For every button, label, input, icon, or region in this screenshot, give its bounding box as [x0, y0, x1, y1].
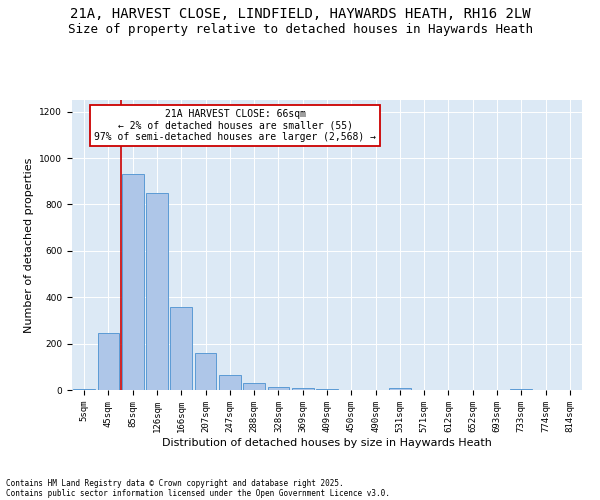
Bar — [146, 194, 168, 390]
Bar — [292, 388, 314, 390]
Bar — [316, 389, 338, 390]
Text: Size of property relative to detached houses in Haywards Heath: Size of property relative to detached ho… — [67, 22, 533, 36]
Text: Contains HM Land Registry data © Crown copyright and database right 2025.: Contains HM Land Registry data © Crown c… — [6, 478, 344, 488]
Bar — [122, 174, 143, 390]
Bar — [243, 383, 265, 390]
Text: 21A HARVEST CLOSE: 66sqm
← 2% of detached houses are smaller (55)
97% of semi-de: 21A HARVEST CLOSE: 66sqm ← 2% of detache… — [94, 108, 376, 142]
Bar — [219, 375, 241, 390]
Bar — [194, 354, 217, 390]
Y-axis label: Number of detached properties: Number of detached properties — [24, 158, 34, 332]
Bar — [389, 388, 411, 390]
Bar — [268, 386, 289, 390]
Text: 21A, HARVEST CLOSE, LINDFIELD, HAYWARDS HEATH, RH16 2LW: 21A, HARVEST CLOSE, LINDFIELD, HAYWARDS … — [70, 8, 530, 22]
Text: Contains public sector information licensed under the Open Government Licence v3: Contains public sector information licen… — [6, 488, 390, 498]
Bar — [511, 389, 532, 390]
X-axis label: Distribution of detached houses by size in Haywards Heath: Distribution of detached houses by size … — [162, 438, 492, 448]
Bar — [97, 332, 119, 390]
Bar — [73, 389, 95, 390]
Bar — [170, 307, 192, 390]
